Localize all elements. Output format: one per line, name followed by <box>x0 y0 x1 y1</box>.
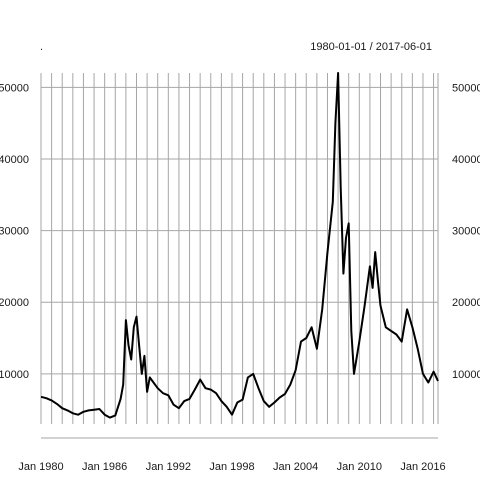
y-tick-label-right: 20000 <box>452 297 480 309</box>
y-tick-label-right: 30000 <box>452 226 480 238</box>
chart-title-left: . <box>40 41 43 53</box>
y-tick-label-left: 10000 <box>0 369 29 381</box>
x-tick-label: Jan 1998 <box>209 461 254 473</box>
y-tick-label-left: 50000 <box>0 82 29 94</box>
x-tick-label: Jan 2010 <box>337 461 382 473</box>
x-tick-label: Jan 2004 <box>273 461 318 473</box>
series-layer <box>41 73 438 418</box>
y-tick-label-right: 40000 <box>452 154 480 166</box>
y-tick-label-left: 30000 <box>0 226 29 238</box>
x-tick-label: Jan 1992 <box>146 461 191 473</box>
chart-title-right: 1980-01-01 / 2017-06-01 <box>310 41 432 53</box>
y-tick-label-left: 40000 <box>0 154 29 166</box>
axes <box>41 73 438 438</box>
y-tick-label-right: 50000 <box>452 82 480 94</box>
x-tick-label: Jan 1986 <box>82 461 127 473</box>
y-tick-label-right: 10000 <box>452 369 480 381</box>
x-tick-label: Jan 2016 <box>400 461 445 473</box>
series-line <box>41 73 438 418</box>
y-tick-label-left: 20000 <box>0 297 29 309</box>
grid-lines <box>41 73 438 424</box>
x-tick-label: Jan 1980 <box>18 461 63 473</box>
tick-labels: 10000 10000 20000 20000 30000 30000 40000 40000… <box>0 82 480 473</box>
